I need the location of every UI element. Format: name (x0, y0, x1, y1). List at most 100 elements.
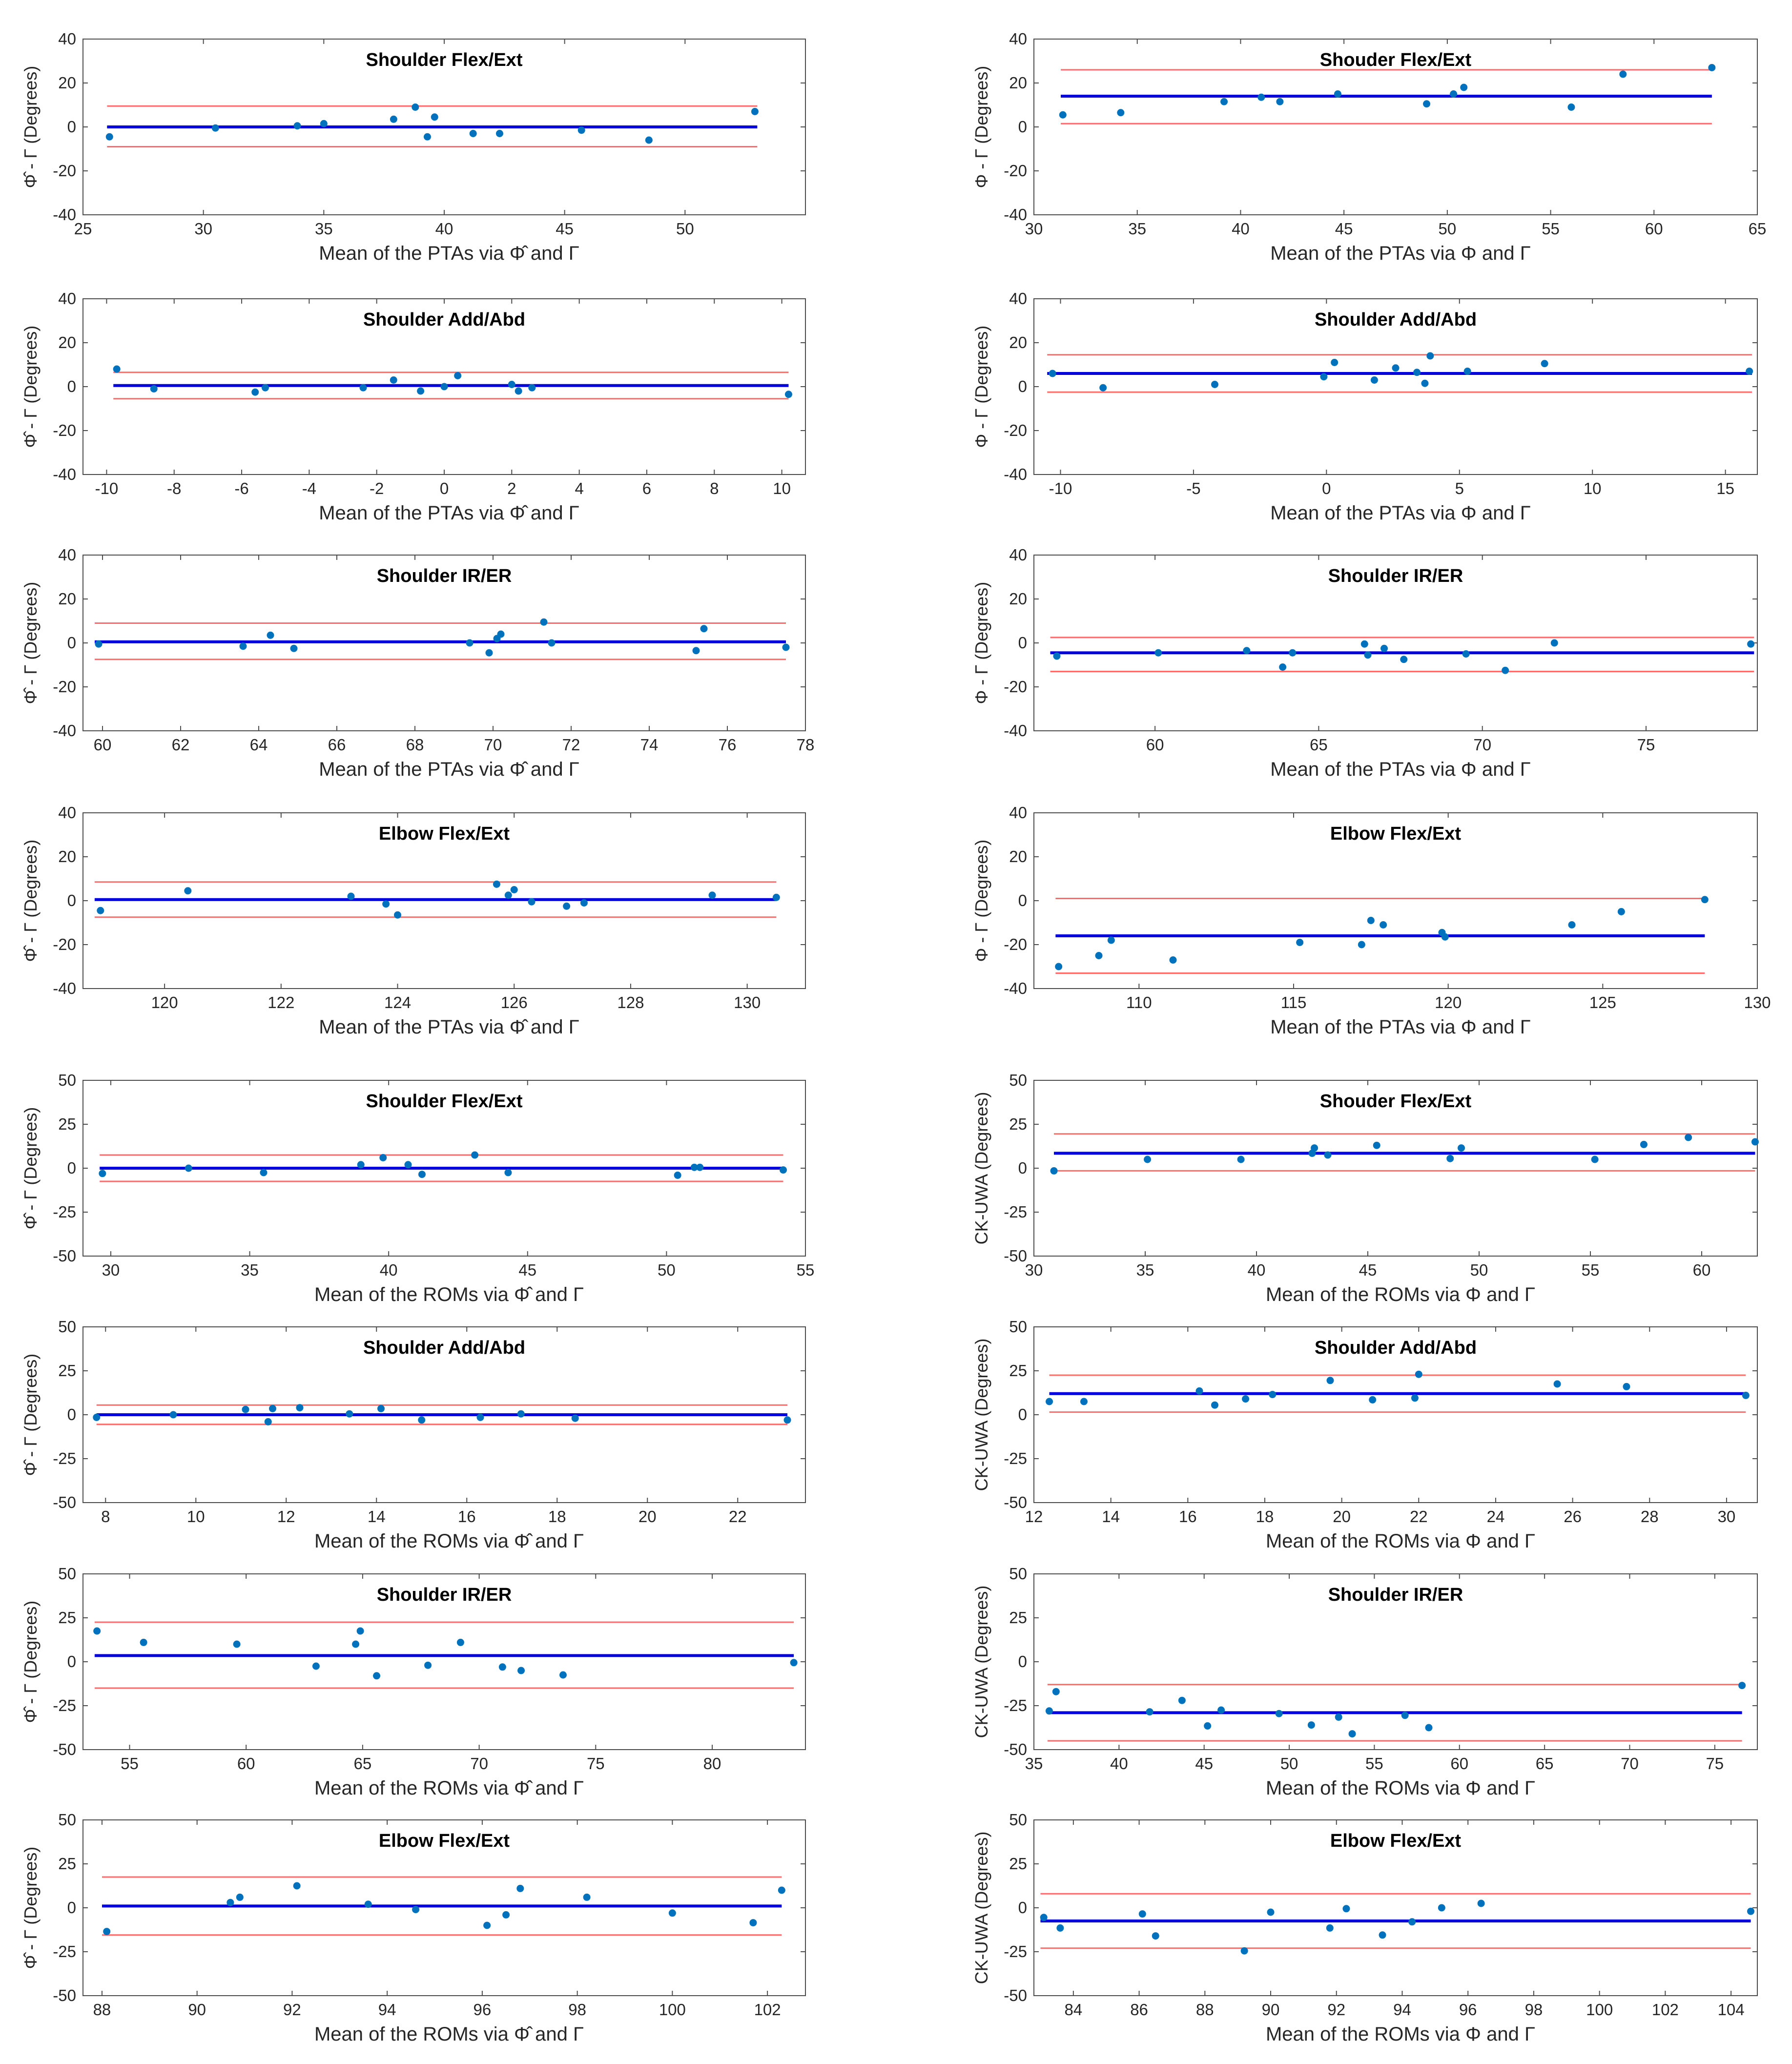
x-tick-label: 100 (1586, 2001, 1613, 2019)
x-label-and: and (525, 243, 563, 264)
x-axis-label: Mean of the ROMs via Φ̂ and Γ (314, 1530, 584, 1552)
x-tick-label: 25 (74, 220, 92, 238)
y-tick-label: 40 (1009, 289, 1027, 308)
data-point (1742, 1391, 1750, 1399)
chart-title: Shoulder IR/ER (377, 566, 512, 586)
data-point (1053, 652, 1061, 660)
x-tick-label: 4 (575, 479, 583, 497)
data-point (1751, 1138, 1759, 1146)
x-tick-label: 8 (101, 1507, 110, 1526)
x-label-symbol-gamma-text: Γ (1524, 1777, 1535, 1799)
data-point (1257, 93, 1265, 101)
y-label-gap (21, 404, 41, 409)
y-tick-label: 25 (58, 1609, 76, 1627)
data-point (1242, 1395, 1250, 1403)
data-point (1701, 896, 1709, 904)
y-tick-label: 0 (67, 1405, 76, 1424)
x-tick-label: 75 (1637, 736, 1655, 754)
x-tick-label: 102 (754, 2001, 781, 2019)
data-point (1401, 1712, 1409, 1719)
x-tick-label: 35 (1136, 1261, 1154, 1279)
x-label-symbol-phi: Φ (1460, 1777, 1481, 1799)
data-point (504, 891, 512, 899)
y-label-gap (21, 1679, 41, 1684)
x-tick-label: 94 (378, 2001, 396, 2019)
x-label-prefix-text: Mean of the PTAs via (1270, 243, 1456, 264)
data-point (1275, 1710, 1283, 1717)
x-tick-label: -8 (167, 479, 181, 497)
data-point (1746, 368, 1753, 375)
data-point (454, 372, 462, 379)
y-tick-label: 0 (1018, 891, 1027, 909)
x-axis-label: Mean of the PTAs via Φ and Γ (1270, 243, 1531, 264)
x-tick-label: 22 (1410, 1507, 1428, 1526)
data-point (548, 639, 556, 647)
x-tick-label: 35 (315, 220, 333, 238)
x-tick-label: -10 (1049, 479, 1072, 497)
x-label-and: and (525, 1016, 563, 1038)
x-tick-label: 60 (1450, 1754, 1468, 1773)
data-point (382, 900, 390, 908)
x-label-symbol-phi-text: Φ (1461, 502, 1477, 524)
y-tick-label: -20 (1004, 162, 1027, 180)
data-point (236, 1893, 244, 1901)
data-point (1331, 359, 1339, 366)
y-axis-label: Φ̂ - Γ (Degrees) (21, 582, 41, 704)
x-label-prefix-text: Mean of the ROMs via (314, 2023, 509, 2045)
y-label-symbol: Φ̂ - Γ (21, 1437, 41, 1476)
y-tick-label: 0 (67, 891, 76, 909)
x-label-prefix-text: Mean of the PTAs via (319, 759, 504, 780)
data-point (357, 1161, 365, 1169)
data-point (379, 1154, 387, 1161)
chart-title: Shoulder IR/ER (1328, 566, 1463, 586)
x-label-and: and (1481, 1777, 1519, 1799)
x-tick-label: 98 (1525, 2001, 1543, 2019)
bland-altman-panel-13: 55 60 65 70 75 80 -50 -25 0 25 50 Shoulder IR/ER Mea… (21, 1565, 806, 1799)
data-point (431, 113, 438, 121)
data-point (1367, 917, 1375, 924)
y-tick-label: -40 (53, 979, 76, 997)
data-point (269, 1404, 276, 1412)
x-tick-label: 10 (773, 479, 791, 497)
plot-frame (1033, 1573, 1758, 1750)
data-point (1617, 908, 1625, 915)
data-point (312, 1662, 320, 1670)
x-tick-label: 104 (1718, 2001, 1745, 2019)
x-tick-label: -6 (234, 479, 248, 497)
data-point (1369, 1396, 1377, 1404)
x-label-and-text: and (1486, 1777, 1519, 1799)
y-label-unit: (Degrees) (21, 840, 41, 918)
data-point (1138, 1910, 1146, 1918)
data-point (1370, 376, 1378, 384)
x-tick-label: 102 (1652, 2001, 1679, 2019)
y-tick-label: -50 (53, 1740, 76, 1758)
data-point (471, 1151, 479, 1159)
x-tick-label: 110 (1126, 993, 1152, 1011)
y-tick-label: -25 (53, 1696, 76, 1714)
data-point (516, 1884, 524, 1892)
y-label-unit: (Degrees) (21, 582, 41, 660)
x-tick-label: 8 (710, 479, 719, 497)
x-tick-label: 120 (151, 993, 178, 1011)
y-label-symbol: Φ̂ - Γ (21, 1190, 41, 1230)
data-point (1169, 956, 1177, 964)
y-tick-label: 50 (58, 1565, 76, 1583)
data-point (1056, 1924, 1064, 1932)
x-tick-label: 64 (250, 736, 268, 754)
y-axis-label: Φ̂ - Γ (Degrees) (21, 840, 41, 962)
x-tick-label: 65 (1310, 736, 1328, 754)
x-label-symbol-gamma-text: Γ (1524, 2023, 1535, 2045)
data-point (498, 1663, 506, 1671)
bland-altman-panel-4: -10 -5 0 5 10 15 -40 -20 0 20 40 Shoulder Add/Abd Me… (971, 289, 1758, 524)
data-point (1591, 1156, 1599, 1163)
x-label-symbol-phi: Φ (1460, 1530, 1481, 1552)
x-label-symbol-gamma: Γ (1515, 502, 1531, 524)
data-point (227, 1899, 234, 1906)
data-point (1217, 1706, 1225, 1714)
x-label-symbol-phi: Φ (1460, 1284, 1481, 1305)
data-point (1334, 90, 1341, 98)
y-tick-label: -20 (53, 678, 76, 696)
x-label-and-text: and (1486, 1530, 1519, 1552)
data-point (1462, 650, 1470, 658)
data-point (417, 387, 425, 395)
